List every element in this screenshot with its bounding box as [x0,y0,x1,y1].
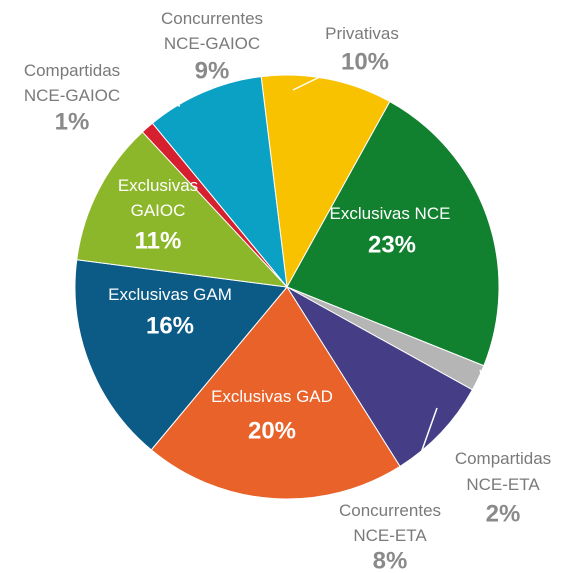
leader-line [111,87,181,107]
leader-line [479,369,507,448]
slice-value: 20% [248,417,296,444]
label-line: Exclusivas NCE [330,204,451,223]
slice-label: Compartidas NCE-GAIOC [24,61,120,105]
label-line: Exclusivas [118,176,198,195]
slice-value: 1% [55,108,90,135]
slice-value: 10% [341,48,389,75]
label-line: Exclusivas GAM [108,285,232,304]
leader-line [292,71,331,91]
label-line: NCE-GAIOC [24,86,120,105]
slice-value: 23% [368,231,416,258]
label-line: Concurrentes [161,9,263,28]
pie-slice [286,100,500,367]
label-line: Exclusivas GAD [211,387,333,406]
slice-label: Concurrentes NCE-ETA [339,501,441,545]
slice-label: Compartidas NCE-ETA [455,449,551,494]
slice-value: 9% [195,57,230,84]
slice-label: Concurrentes NCE-GAIOC [161,9,263,53]
label-line: Privativas [325,24,399,43]
label-line: GAIOC [131,201,186,220]
label-line: Compartidas [24,61,120,80]
slice-value: 11% [135,227,182,254]
slice-value: 16% [146,312,194,339]
slice-label: Exclusivas GAM [108,285,232,304]
label-line: Compartidas [455,449,551,468]
slice-value: 2% [486,500,521,527]
leader-line [404,407,438,499]
label-line: NCE-ETA [353,526,427,545]
slice-label: Exclusivas GAD [211,387,333,406]
slice-label: Privativas [325,24,399,43]
slice-label: Exclusivas GAIOC [118,176,198,220]
pie-slice [76,131,289,288]
label-line: Concurrentes [339,501,441,520]
label-line: NCE-GAIOC [164,34,260,53]
label-line: NCE-ETA [466,475,540,494]
pie-slice [150,286,401,500]
pie-slice [151,76,288,289]
pie-slice [286,286,474,468]
pie-slice [74,259,288,451]
slice-label: Exclusivas NCE [330,204,451,223]
pie-slice [260,74,391,289]
slice-value: 8% [373,547,408,573]
